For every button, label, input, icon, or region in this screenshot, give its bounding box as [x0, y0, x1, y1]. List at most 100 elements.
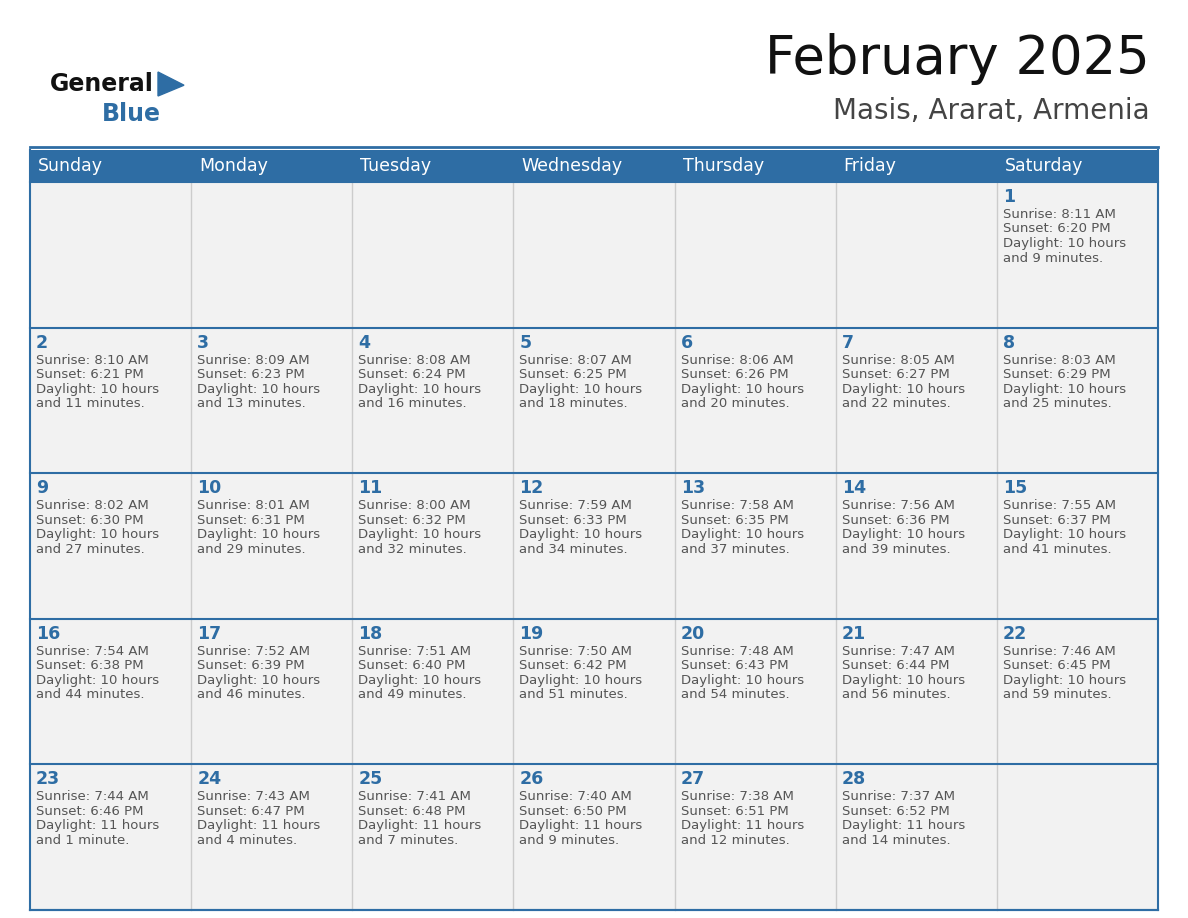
Text: Sunset: 6:31 PM: Sunset: 6:31 PM: [197, 514, 305, 527]
Text: 1: 1: [1003, 188, 1015, 206]
Text: Sunrise: 7:46 AM: Sunrise: 7:46 AM: [1003, 644, 1116, 658]
Text: Sunset: 6:44 PM: Sunset: 6:44 PM: [842, 659, 949, 672]
Text: Sunset: 6:23 PM: Sunset: 6:23 PM: [197, 368, 305, 381]
Text: 4: 4: [359, 333, 371, 352]
Bar: [997, 765, 1158, 910]
Text: 13: 13: [681, 479, 704, 498]
Text: Daylight: 10 hours: Daylight: 10 hours: [359, 383, 481, 396]
Text: Sunset: 6:37 PM: Sunset: 6:37 PM: [1003, 514, 1111, 527]
Text: Tuesday: Tuesday: [360, 157, 431, 175]
Text: Saturday: Saturday: [1005, 157, 1083, 175]
Text: Sunrise: 8:10 AM: Sunrise: 8:10 AM: [36, 353, 148, 366]
Text: Daylight: 10 hours: Daylight: 10 hours: [842, 383, 965, 396]
Text: Friday: Friday: [843, 157, 897, 175]
Text: and 20 minutes.: and 20 minutes.: [681, 397, 789, 410]
Text: Sunset: 6:50 PM: Sunset: 6:50 PM: [519, 805, 627, 818]
Text: and 34 minutes.: and 34 minutes.: [519, 543, 628, 555]
Bar: [353, 182, 513, 328]
Text: and 11 minutes.: and 11 minutes.: [36, 397, 145, 410]
Bar: [513, 182, 675, 328]
Text: Sunset: 6:48 PM: Sunset: 6:48 PM: [359, 805, 466, 818]
Bar: [997, 328, 1158, 473]
Text: 3: 3: [197, 333, 209, 352]
Text: Sunrise: 7:52 AM: Sunrise: 7:52 AM: [197, 644, 310, 658]
Text: and 54 minutes.: and 54 minutes.: [681, 688, 789, 701]
Text: Daylight: 11 hours: Daylight: 11 hours: [681, 820, 804, 833]
Text: 27: 27: [681, 770, 704, 789]
Bar: [835, 182, 997, 328]
Bar: [675, 473, 835, 619]
Text: Sunset: 6:32 PM: Sunset: 6:32 PM: [359, 514, 466, 527]
Text: Sunrise: 8:00 AM: Sunrise: 8:00 AM: [359, 499, 470, 512]
Text: Blue: Blue: [102, 102, 162, 126]
Text: 24: 24: [197, 770, 221, 789]
Text: 17: 17: [197, 625, 221, 643]
Text: and 4 minutes.: and 4 minutes.: [197, 834, 297, 847]
Text: Sunrise: 8:03 AM: Sunrise: 8:03 AM: [1003, 353, 1116, 366]
Bar: [191, 765, 353, 910]
Bar: [513, 619, 675, 765]
Text: Daylight: 10 hours: Daylight: 10 hours: [519, 383, 643, 396]
Bar: [675, 182, 835, 328]
Bar: [997, 619, 1158, 765]
Text: and 9 minutes.: and 9 minutes.: [519, 834, 620, 847]
Text: Daylight: 10 hours: Daylight: 10 hours: [681, 674, 804, 687]
Bar: [353, 328, 513, 473]
Text: and 22 minutes.: and 22 minutes.: [842, 397, 950, 410]
Text: Monday: Monday: [200, 157, 268, 175]
Text: and 14 minutes.: and 14 minutes.: [842, 834, 950, 847]
Text: Sunset: 6:40 PM: Sunset: 6:40 PM: [359, 659, 466, 672]
Text: 25: 25: [359, 770, 383, 789]
Bar: [30, 765, 191, 910]
Text: and 32 minutes.: and 32 minutes.: [359, 543, 467, 555]
Text: and 13 minutes.: and 13 minutes.: [197, 397, 305, 410]
Text: Sunset: 6:35 PM: Sunset: 6:35 PM: [681, 514, 789, 527]
Text: 15: 15: [1003, 479, 1028, 498]
Text: and 49 minutes.: and 49 minutes.: [359, 688, 467, 701]
Text: and 12 minutes.: and 12 minutes.: [681, 834, 789, 847]
Text: and 37 minutes.: and 37 minutes.: [681, 543, 789, 555]
Text: Daylight: 10 hours: Daylight: 10 hours: [197, 383, 321, 396]
Bar: [353, 765, 513, 910]
Bar: [835, 765, 997, 910]
Bar: [513, 473, 675, 619]
Bar: [30, 150, 1158, 182]
Text: 6: 6: [681, 333, 693, 352]
Text: Sunrise: 7:43 AM: Sunrise: 7:43 AM: [197, 790, 310, 803]
Text: Sunrise: 8:09 AM: Sunrise: 8:09 AM: [197, 353, 310, 366]
Text: Sunset: 6:24 PM: Sunset: 6:24 PM: [359, 368, 466, 381]
Text: Sunrise: 7:44 AM: Sunrise: 7:44 AM: [36, 790, 148, 803]
Text: and 9 minutes.: and 9 minutes.: [1003, 252, 1102, 264]
Text: Sunset: 6:51 PM: Sunset: 6:51 PM: [681, 805, 789, 818]
Text: Sunrise: 7:40 AM: Sunrise: 7:40 AM: [519, 790, 632, 803]
Text: Daylight: 11 hours: Daylight: 11 hours: [519, 820, 643, 833]
Text: Sunset: 6:36 PM: Sunset: 6:36 PM: [842, 514, 949, 527]
Text: Wednesday: Wednesday: [522, 157, 623, 175]
Bar: [513, 328, 675, 473]
Bar: [191, 473, 353, 619]
Text: 10: 10: [197, 479, 221, 498]
Text: and 46 minutes.: and 46 minutes.: [197, 688, 305, 701]
Text: and 56 minutes.: and 56 minutes.: [842, 688, 950, 701]
Text: and 25 minutes.: and 25 minutes.: [1003, 397, 1112, 410]
Bar: [30, 328, 191, 473]
Text: General: General: [50, 72, 154, 96]
Text: and 27 minutes.: and 27 minutes.: [36, 543, 145, 555]
Text: Daylight: 11 hours: Daylight: 11 hours: [842, 820, 965, 833]
Text: Daylight: 10 hours: Daylight: 10 hours: [681, 383, 804, 396]
Text: Sunrise: 8:07 AM: Sunrise: 8:07 AM: [519, 353, 632, 366]
Text: Daylight: 10 hours: Daylight: 10 hours: [36, 528, 159, 542]
Bar: [353, 473, 513, 619]
Text: 11: 11: [359, 479, 383, 498]
Bar: [191, 619, 353, 765]
Text: 26: 26: [519, 770, 544, 789]
Text: Sunset: 6:47 PM: Sunset: 6:47 PM: [197, 805, 305, 818]
Text: Sunrise: 7:38 AM: Sunrise: 7:38 AM: [681, 790, 794, 803]
Text: and 18 minutes.: and 18 minutes.: [519, 397, 628, 410]
Text: Sunset: 6:30 PM: Sunset: 6:30 PM: [36, 514, 144, 527]
Text: Daylight: 10 hours: Daylight: 10 hours: [842, 674, 965, 687]
Text: Sunset: 6:26 PM: Sunset: 6:26 PM: [681, 368, 788, 381]
Text: Daylight: 10 hours: Daylight: 10 hours: [519, 674, 643, 687]
Bar: [30, 182, 191, 328]
Text: Sunset: 6:42 PM: Sunset: 6:42 PM: [519, 659, 627, 672]
